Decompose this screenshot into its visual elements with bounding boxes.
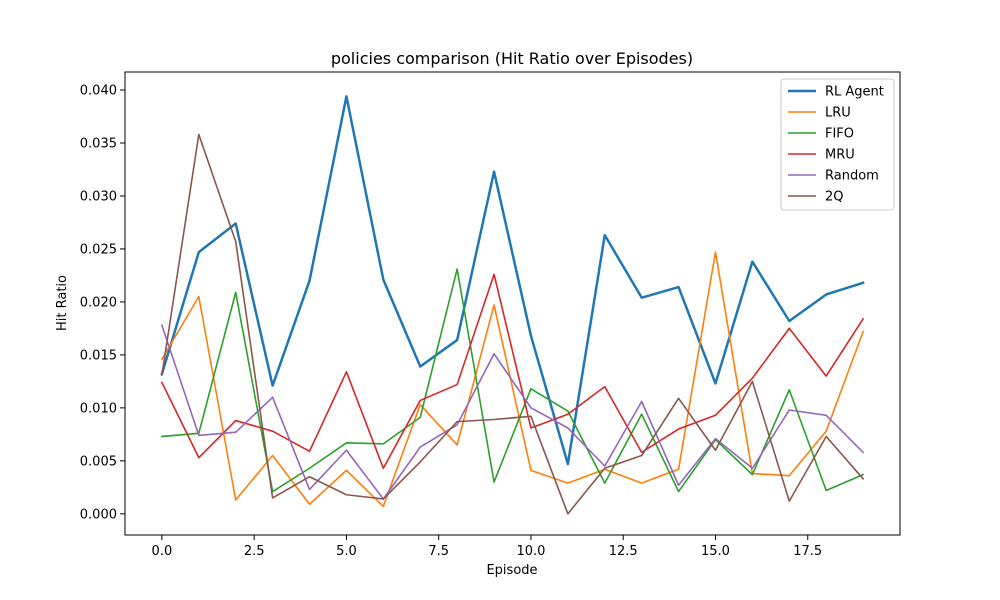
series-line-2q bbox=[160, 133, 865, 515]
x-tick-label: 7.5 bbox=[428, 544, 449, 559]
x-tick-label: 17.5 bbox=[793, 544, 822, 559]
legend-label-2q: 2Q bbox=[825, 190, 844, 205]
series-line-mru bbox=[160, 273, 865, 470]
y-tick-label: 0.010 bbox=[80, 401, 117, 416]
legend-label-rl-agent: RL Agent bbox=[825, 85, 884, 100]
y-tick-label: 0.020 bbox=[80, 295, 117, 310]
legend-label-fifo: FIFO bbox=[825, 127, 854, 142]
legend-label-lru: LRU bbox=[825, 106, 851, 121]
x-tick-label: 5.0 bbox=[336, 544, 357, 559]
series-line-rl-agent bbox=[160, 95, 865, 466]
y-tick-label: 0.040 bbox=[80, 84, 117, 99]
series-layer bbox=[160, 95, 865, 515]
plot-frame bbox=[124, 71, 901, 536]
y-tick-label: 0.015 bbox=[80, 348, 117, 363]
series-line-random bbox=[160, 324, 865, 500]
y-axis-title: Hit Ratio bbox=[55, 275, 70, 331]
legend-label-random: Random bbox=[825, 169, 879, 184]
y-tick-label: 0.005 bbox=[80, 454, 117, 469]
x-tick-label: 0.0 bbox=[152, 544, 173, 559]
series-line-lru bbox=[160, 251, 865, 508]
legend: RL Agent LRU FIFO MRU Random 2Q bbox=[780, 78, 895, 211]
y-tick-label: 0.030 bbox=[80, 189, 117, 204]
x-tick-label: 12.5 bbox=[609, 544, 638, 559]
y-tick-label: 0.035 bbox=[80, 136, 117, 151]
x-axis: 0.0 2.5 5.0 7.5 10.0 12.5 15.0 17.5 bbox=[152, 535, 822, 559]
x-tick-label: 2.5 bbox=[244, 544, 265, 559]
y-tick-label: 0.025 bbox=[80, 242, 117, 257]
legend-label-mru: MRU bbox=[825, 148, 855, 163]
x-tick-label: 10.0 bbox=[516, 544, 545, 559]
y-axis: 0.000 0.005 0.010 0.015 0.020 0.025 0.030 0.035… bbox=[80, 84, 125, 522]
y-tick-label: 0.000 bbox=[80, 507, 117, 522]
x-axis-title: Episode bbox=[486, 563, 537, 578]
x-tick-label: 15.0 bbox=[701, 544, 730, 559]
series-line-fifo bbox=[161, 268, 865, 493]
chart-title: policies comparison (Hit Ratio over Epis… bbox=[331, 49, 693, 68]
